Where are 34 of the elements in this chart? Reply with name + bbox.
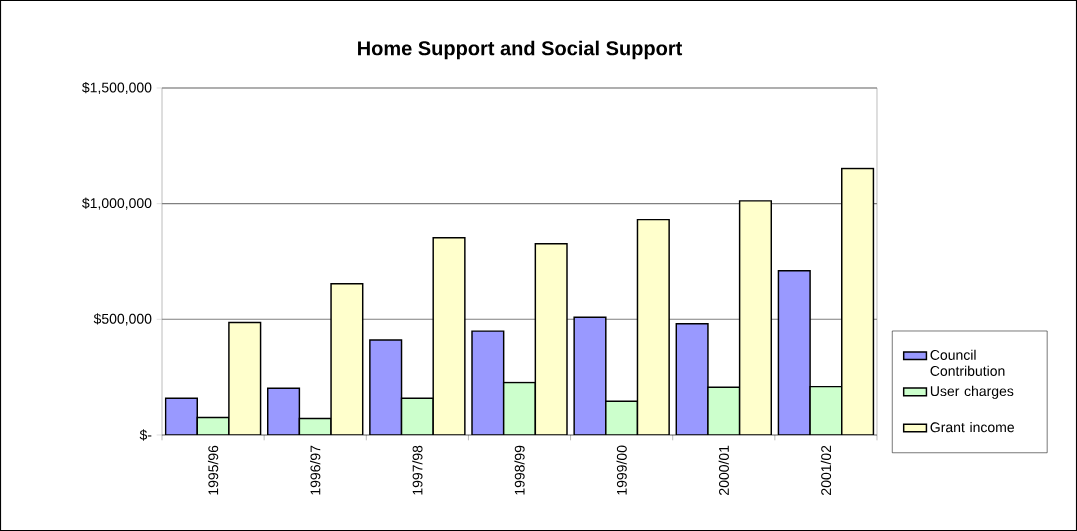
x-tick-label: 2000/01 xyxy=(718,445,729,495)
bar xyxy=(331,283,363,435)
bar xyxy=(809,385,843,435)
y-tick-label: $500,000 xyxy=(93,313,152,326)
bar xyxy=(707,387,740,435)
bar xyxy=(676,323,708,435)
bar xyxy=(535,243,567,435)
x-tick-label: 1995/96 xyxy=(207,445,219,495)
y-tick-label: $1,000,000 xyxy=(82,197,152,210)
bar xyxy=(267,388,300,435)
chart-title: Home Support and Social Support xyxy=(358,40,683,60)
bar xyxy=(739,200,772,435)
bar xyxy=(841,167,875,435)
bar xyxy=(574,317,606,435)
legend-label: User charges xyxy=(930,385,1014,399)
y-tick-label: $- xyxy=(139,429,152,441)
legend-label: Grant income xyxy=(930,421,1014,433)
bar xyxy=(228,322,261,435)
legend-label: Council Contribution xyxy=(930,349,1005,376)
bar xyxy=(637,219,670,435)
bar xyxy=(605,401,638,435)
x-tick-label: 2001/02 xyxy=(820,445,832,495)
bar xyxy=(503,382,536,435)
x-tick-label: 1996/97 xyxy=(310,445,321,495)
bar xyxy=(401,398,434,435)
bar xyxy=(369,339,402,435)
x-tick-label: 1999/00 xyxy=(616,445,627,495)
bar xyxy=(165,398,198,435)
x-tick-label: 1997/98 xyxy=(412,445,423,495)
y-tick-label: $1,500,000 xyxy=(82,81,152,95)
bar xyxy=(777,270,811,435)
bar xyxy=(433,237,465,435)
bar xyxy=(472,331,504,435)
x-tick-label: 1998/99 xyxy=(514,445,525,495)
